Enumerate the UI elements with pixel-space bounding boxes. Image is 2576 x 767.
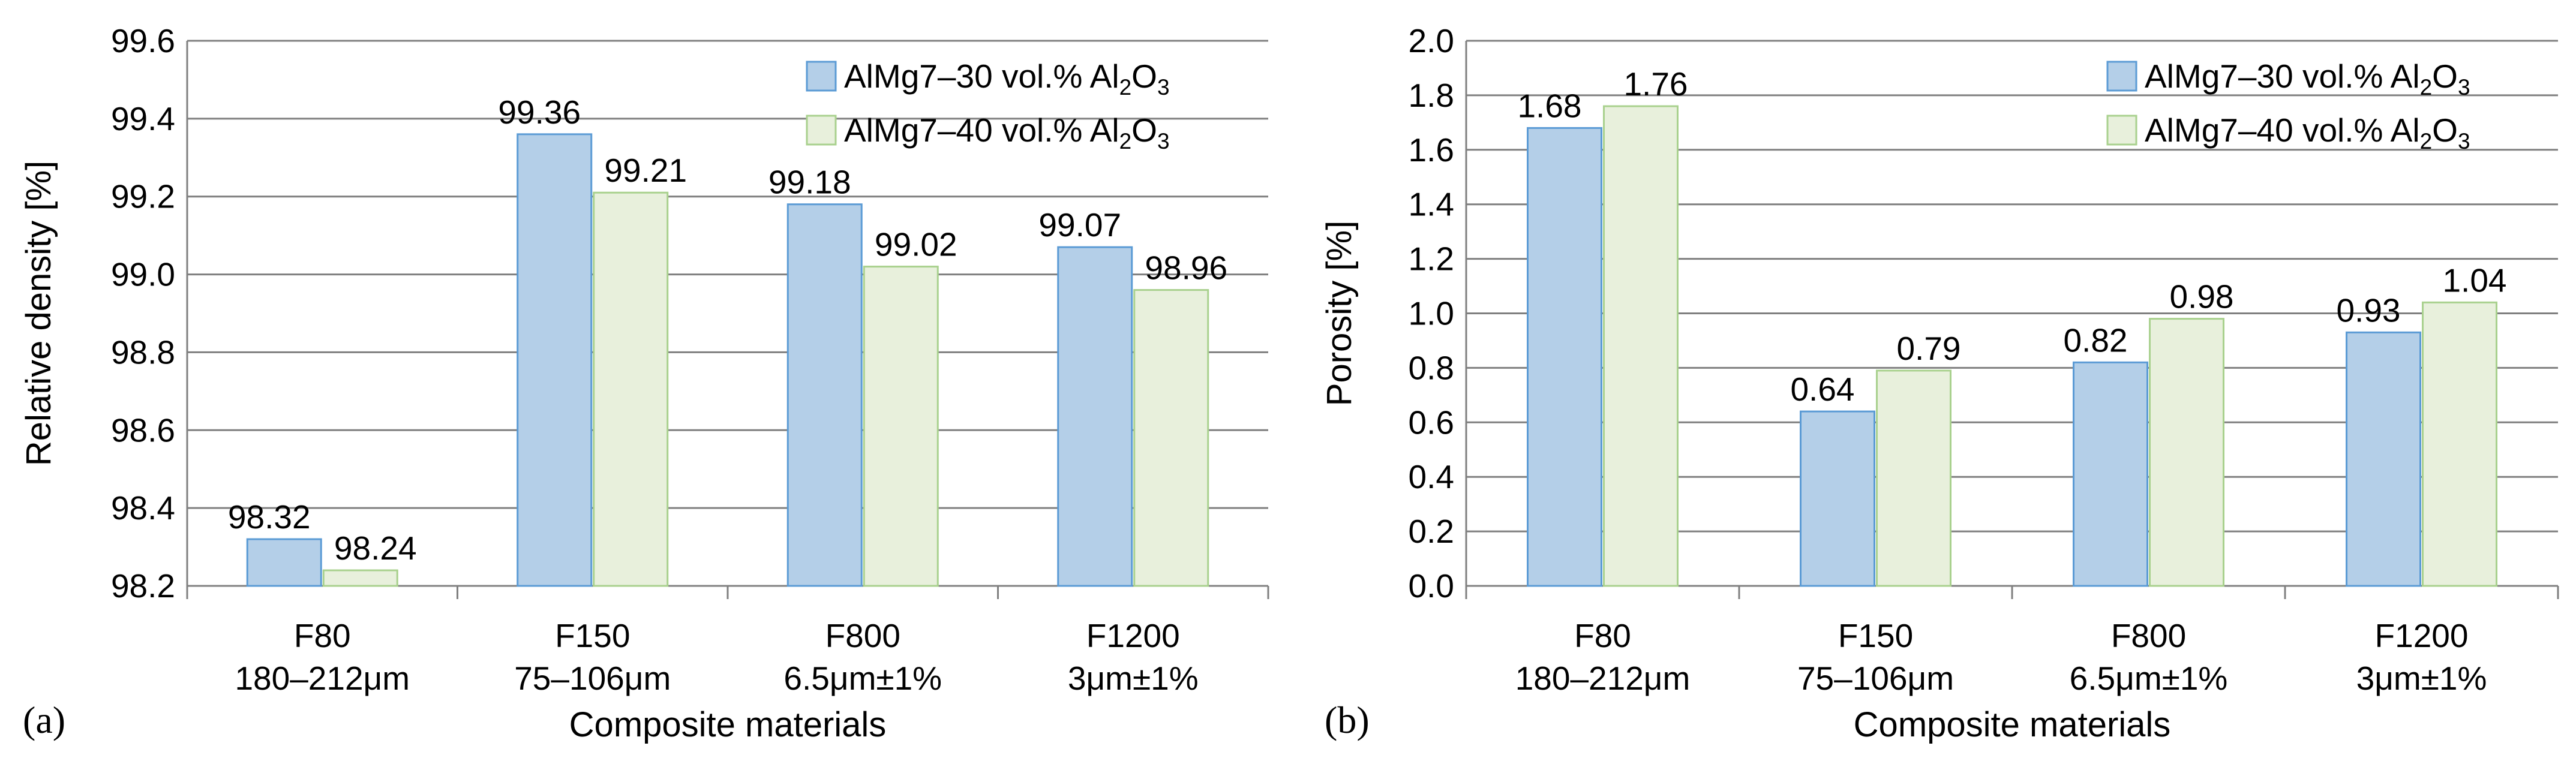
data-label: 99.07	[1038, 206, 1121, 243]
bar-series2-f150	[593, 191, 669, 587]
bar-series2-f1200	[1133, 289, 1209, 587]
data-label: 98.96	[1145, 249, 1227, 287]
bar-series2-f80	[322, 569, 398, 587]
legend-swatch-series2	[2106, 115, 2137, 146]
bar-series2-f1200	[2422, 301, 2497, 587]
data-label: 0.82	[2063, 321, 2127, 359]
x-tick-label: F150	[1838, 617, 1913, 654]
y-tick-label: 1.8	[1409, 77, 1454, 114]
bar-series1-f80	[1527, 127, 1602, 587]
bar-series1-f80	[246, 538, 322, 587]
x-tick-label: F800	[825, 617, 900, 654]
data-label: 99.21	[604, 152, 687, 189]
x-tick-label-range: 3μm±1%	[1068, 660, 1199, 697]
x-axis-title: Composite materials	[1854, 705, 2171, 744]
y-tick-label: 98.8	[111, 333, 175, 371]
legend-label-series2: AlMg7–40 vol.% Al2​O3​	[844, 112, 1170, 154]
bar-series1-f1200	[2346, 331, 2421, 587]
data-label: 1.04	[2442, 261, 2506, 299]
y-tick-label: 0.6	[1409, 404, 1454, 441]
panel-label: (a)	[23, 699, 65, 741]
y-tick-label: 98.4	[111, 489, 175, 527]
x-tick-label-range: 6.5μm±1%	[2070, 660, 2228, 697]
data-label: 99.18	[768, 164, 851, 201]
data-label: 1.68	[1517, 87, 1581, 124]
y-tick-label: 0.4	[1409, 458, 1454, 495]
bar-series2-f800	[863, 266, 939, 587]
x-tick-label: F1200	[1086, 617, 1180, 654]
y-tick-label: 98.6	[111, 411, 175, 449]
bar-series1-f1200	[1057, 246, 1133, 587]
chart-panel-a: 98.2 98.4 98.6 98.8 99.0 99.2 99.4 99.6 98.32 98.…	[19, 22, 1269, 744]
legend-label-series1: AlMg7–30 vol.% Al2​O3​	[2145, 58, 2470, 100]
data-label: 0.98	[2169, 278, 2233, 315]
x-tick-label: F80	[294, 617, 351, 654]
data-label: 0.79	[1896, 330, 1960, 367]
y-tick-label: 1.4	[1409, 186, 1454, 223]
x-tick-label-range: 3μm±1%	[2356, 660, 2487, 697]
legend-swatch-series1	[2106, 61, 2137, 92]
data-label: 0.64	[1790, 371, 1854, 408]
y-tick-label: 98.2	[111, 567, 175, 604]
y-tick-label: 0.8	[1409, 349, 1454, 386]
y-axis-title: Relative density [%]	[19, 161, 58, 466]
bar-series1-f800	[786, 203, 863, 587]
y-axis-title: Porosity [%]	[1320, 221, 1359, 406]
x-tick-label: F1200	[2375, 617, 2469, 654]
y-tick-label: 0.2	[1409, 513, 1454, 550]
data-label: 1.76	[1623, 65, 1688, 103]
y-tick-label: 99.4	[111, 100, 175, 137]
panel-label: (b)	[1325, 699, 1370, 741]
x-tick-label: F150	[555, 617, 630, 654]
x-tick-label-range: 75–106μm	[514, 660, 671, 697]
y-tick-label: 99.2	[111, 178, 175, 215]
bar-series2-f150	[1876, 369, 1951, 587]
y-tick-label: 99.6	[111, 22, 175, 59]
x-axis-title: Composite materials	[569, 705, 887, 744]
data-label: 98.32	[228, 498, 311, 536]
x-tick-label: F80	[1574, 617, 1631, 654]
y-tick-label: 99.0	[111, 256, 175, 293]
x-tick-label-range: 6.5μm±1%	[783, 660, 942, 697]
chart-panel-b: 0.0 0.2 0.4 0.6 0.8 1.0 1.2 1.4 1.6 1.8 2.0 1.68 1.7…	[1320, 22, 2559, 744]
bar-series2-f800	[2149, 318, 2224, 587]
y-tick-label: 0.0	[1409, 567, 1454, 604]
y-tick-label: 1.0	[1409, 295, 1454, 332]
data-label: 98.24	[334, 530, 417, 567]
data-label: 99.36	[498, 94, 581, 131]
y-tick-label: 1.6	[1409, 131, 1454, 169]
x-tick-label-range: 180–212μm	[235, 660, 410, 697]
x-tick-label: F800	[2111, 617, 2186, 654]
bar-series1-f800	[2073, 361, 2148, 587]
legend-label-series2: AlMg7–40 vol.% Al2​O3​	[2145, 112, 2470, 154]
bar-series1-f150	[517, 133, 593, 587]
x-tick-label-range: 75–106μm	[1797, 660, 1954, 697]
x-tick-label-range: 180–212μm	[1515, 660, 1691, 697]
legend-swatch-series2	[806, 115, 837, 146]
y-tick-label: 2.0	[1409, 22, 1454, 59]
legend-swatch-series1	[806, 61, 837, 92]
legend-label-series1: AlMg7–30 vol.% Al2​O3​	[844, 58, 1170, 100]
data-label: 0.93	[2336, 291, 2400, 329]
y-tick-label: 1.2	[1409, 240, 1454, 278]
bar-series1-f150	[1800, 410, 1875, 587]
data-label: 99.02	[875, 226, 957, 263]
bar-series2-f80	[1603, 105, 1679, 587]
